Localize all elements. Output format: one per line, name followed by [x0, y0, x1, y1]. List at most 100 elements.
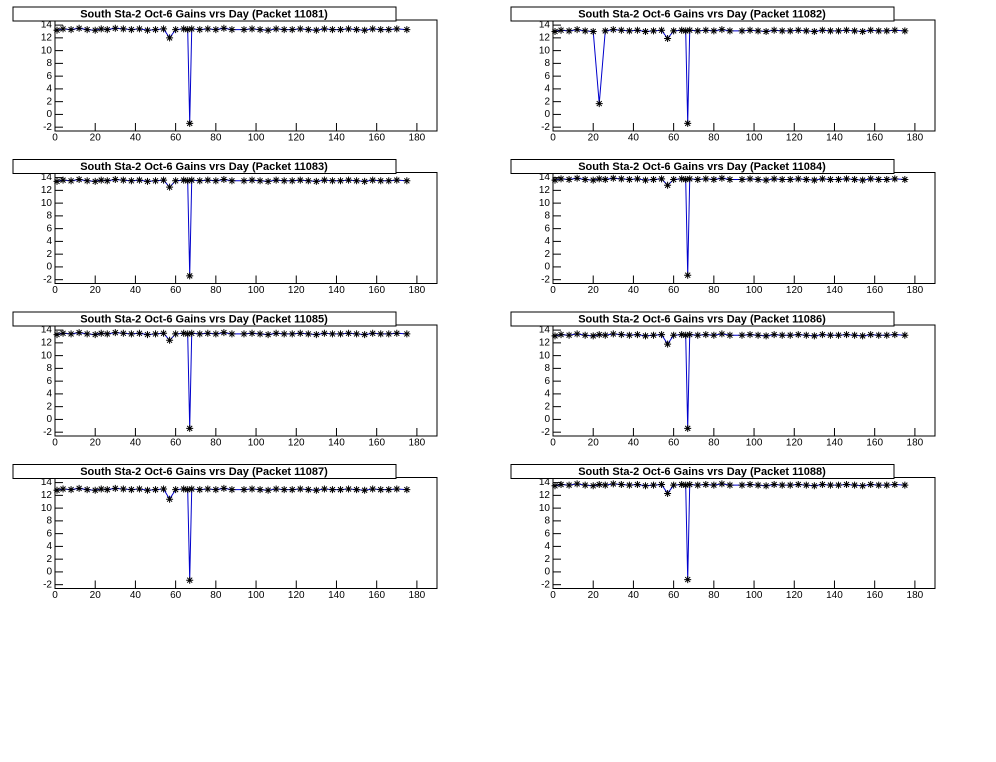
star-marker	[172, 26, 180, 34]
x-tick-label: 60	[170, 590, 182, 601]
star-marker	[184, 177, 192, 185]
x-tick-label: 100	[746, 590, 763, 601]
y-tick-label: 12	[539, 185, 551, 196]
star-marker	[403, 486, 411, 494]
x-tick-label: 60	[170, 133, 182, 144]
y-tick-label: 8	[544, 58, 550, 69]
x-tick-label: 0	[52, 133, 58, 144]
y-tick-label: 2	[544, 249, 550, 260]
title-box	[510, 311, 895, 327]
star-marker	[738, 481, 746, 489]
star-marker	[296, 329, 304, 337]
x-tick-label: 60	[668, 133, 680, 144]
star-marker	[180, 485, 188, 493]
star-marker	[883, 27, 891, 35]
star-marker	[143, 486, 151, 494]
star-marker	[843, 26, 851, 34]
star-marker	[682, 331, 690, 339]
y-tick-label: 0	[544, 567, 550, 578]
star-marker	[557, 331, 565, 339]
star-marker	[272, 176, 280, 184]
star-marker	[609, 174, 617, 182]
star-marker	[702, 481, 710, 489]
star-marker	[212, 330, 220, 338]
star-marker	[826, 481, 834, 489]
star-marker	[336, 177, 344, 185]
star-marker	[802, 176, 810, 184]
star-marker	[684, 576, 692, 584]
x-tick-label: 40	[628, 590, 640, 601]
star-marker	[312, 486, 320, 494]
star-marker	[834, 27, 842, 35]
star-marker	[670, 176, 678, 184]
x-tick-label: 100	[746, 438, 763, 449]
x-tick-label: 20	[90, 133, 102, 144]
chart-title: South Sta-2 Oct-6 Gains vrs Day (Packet …	[80, 161, 328, 173]
star-marker	[810, 176, 818, 184]
star-marker	[818, 175, 826, 183]
star-marker	[670, 481, 678, 489]
star-marker	[710, 331, 718, 339]
star-marker	[595, 175, 603, 183]
star-marker	[891, 175, 899, 183]
star-marker	[686, 481, 694, 489]
x-tick-label: 20	[588, 285, 600, 296]
star-marker	[127, 486, 135, 494]
star-marker	[272, 485, 280, 493]
y-tick-label: 4	[544, 389, 550, 400]
star-marker	[762, 482, 770, 490]
star-marker	[220, 329, 228, 337]
star-marker	[867, 26, 875, 34]
star-marker	[184, 330, 192, 338]
star-marker	[75, 24, 83, 32]
x-tick-label: 40	[130, 438, 142, 449]
star-marker	[312, 177, 320, 185]
y-tick-label: 8	[46, 211, 52, 222]
star-marker	[883, 176, 891, 184]
star-marker	[754, 27, 762, 35]
star-marker	[678, 481, 686, 489]
title-box	[510, 6, 895, 22]
star-marker	[353, 26, 361, 34]
x-tick-label: 20	[90, 590, 102, 601]
y-tick-label: 6	[544, 223, 550, 234]
star-marker	[901, 331, 909, 339]
star-marker	[625, 27, 633, 35]
chart-title: South Sta-2 Oct-6 Gains vrs Day (Packet …	[578, 8, 826, 20]
star-marker	[103, 177, 111, 185]
star-marker	[843, 481, 851, 489]
star-marker	[220, 176, 228, 184]
y-tick-label: 8	[46, 363, 52, 374]
star-marker	[754, 481, 762, 489]
star-marker	[403, 26, 411, 34]
star-marker	[891, 481, 899, 489]
star-marker	[67, 330, 75, 338]
chart-title: South Sta-2 Oct-6 Gains vrs Day (Packet …	[80, 466, 328, 478]
y-tick-label: 8	[544, 516, 550, 527]
x-tick-label: 40	[130, 590, 142, 601]
star-marker	[212, 177, 220, 185]
star-marker	[248, 329, 256, 337]
star-marker	[264, 331, 272, 339]
star-marker	[557, 481, 565, 489]
star-marker	[818, 26, 826, 34]
star-marker	[288, 177, 296, 185]
star-marker	[135, 176, 143, 184]
star-marker	[385, 26, 393, 34]
star-marker	[83, 330, 91, 338]
star-marker	[248, 176, 256, 184]
star-marker	[353, 330, 361, 338]
star-marker	[609, 26, 617, 34]
star-marker	[111, 484, 119, 492]
star-marker	[762, 176, 770, 184]
star-marker	[248, 25, 256, 33]
y-tick-label: 2	[46, 554, 52, 565]
star-marker	[393, 485, 401, 493]
y-tick-label: 0	[46, 262, 52, 273]
y-tick-label: 12	[41, 185, 53, 196]
x-tick-label: 140	[328, 590, 345, 601]
chart-title: South Sta-2 Oct-6 Gains vrs Day (Packet …	[80, 313, 328, 325]
star-marker	[595, 331, 603, 339]
star-marker	[686, 175, 694, 183]
star-marker	[280, 486, 288, 494]
